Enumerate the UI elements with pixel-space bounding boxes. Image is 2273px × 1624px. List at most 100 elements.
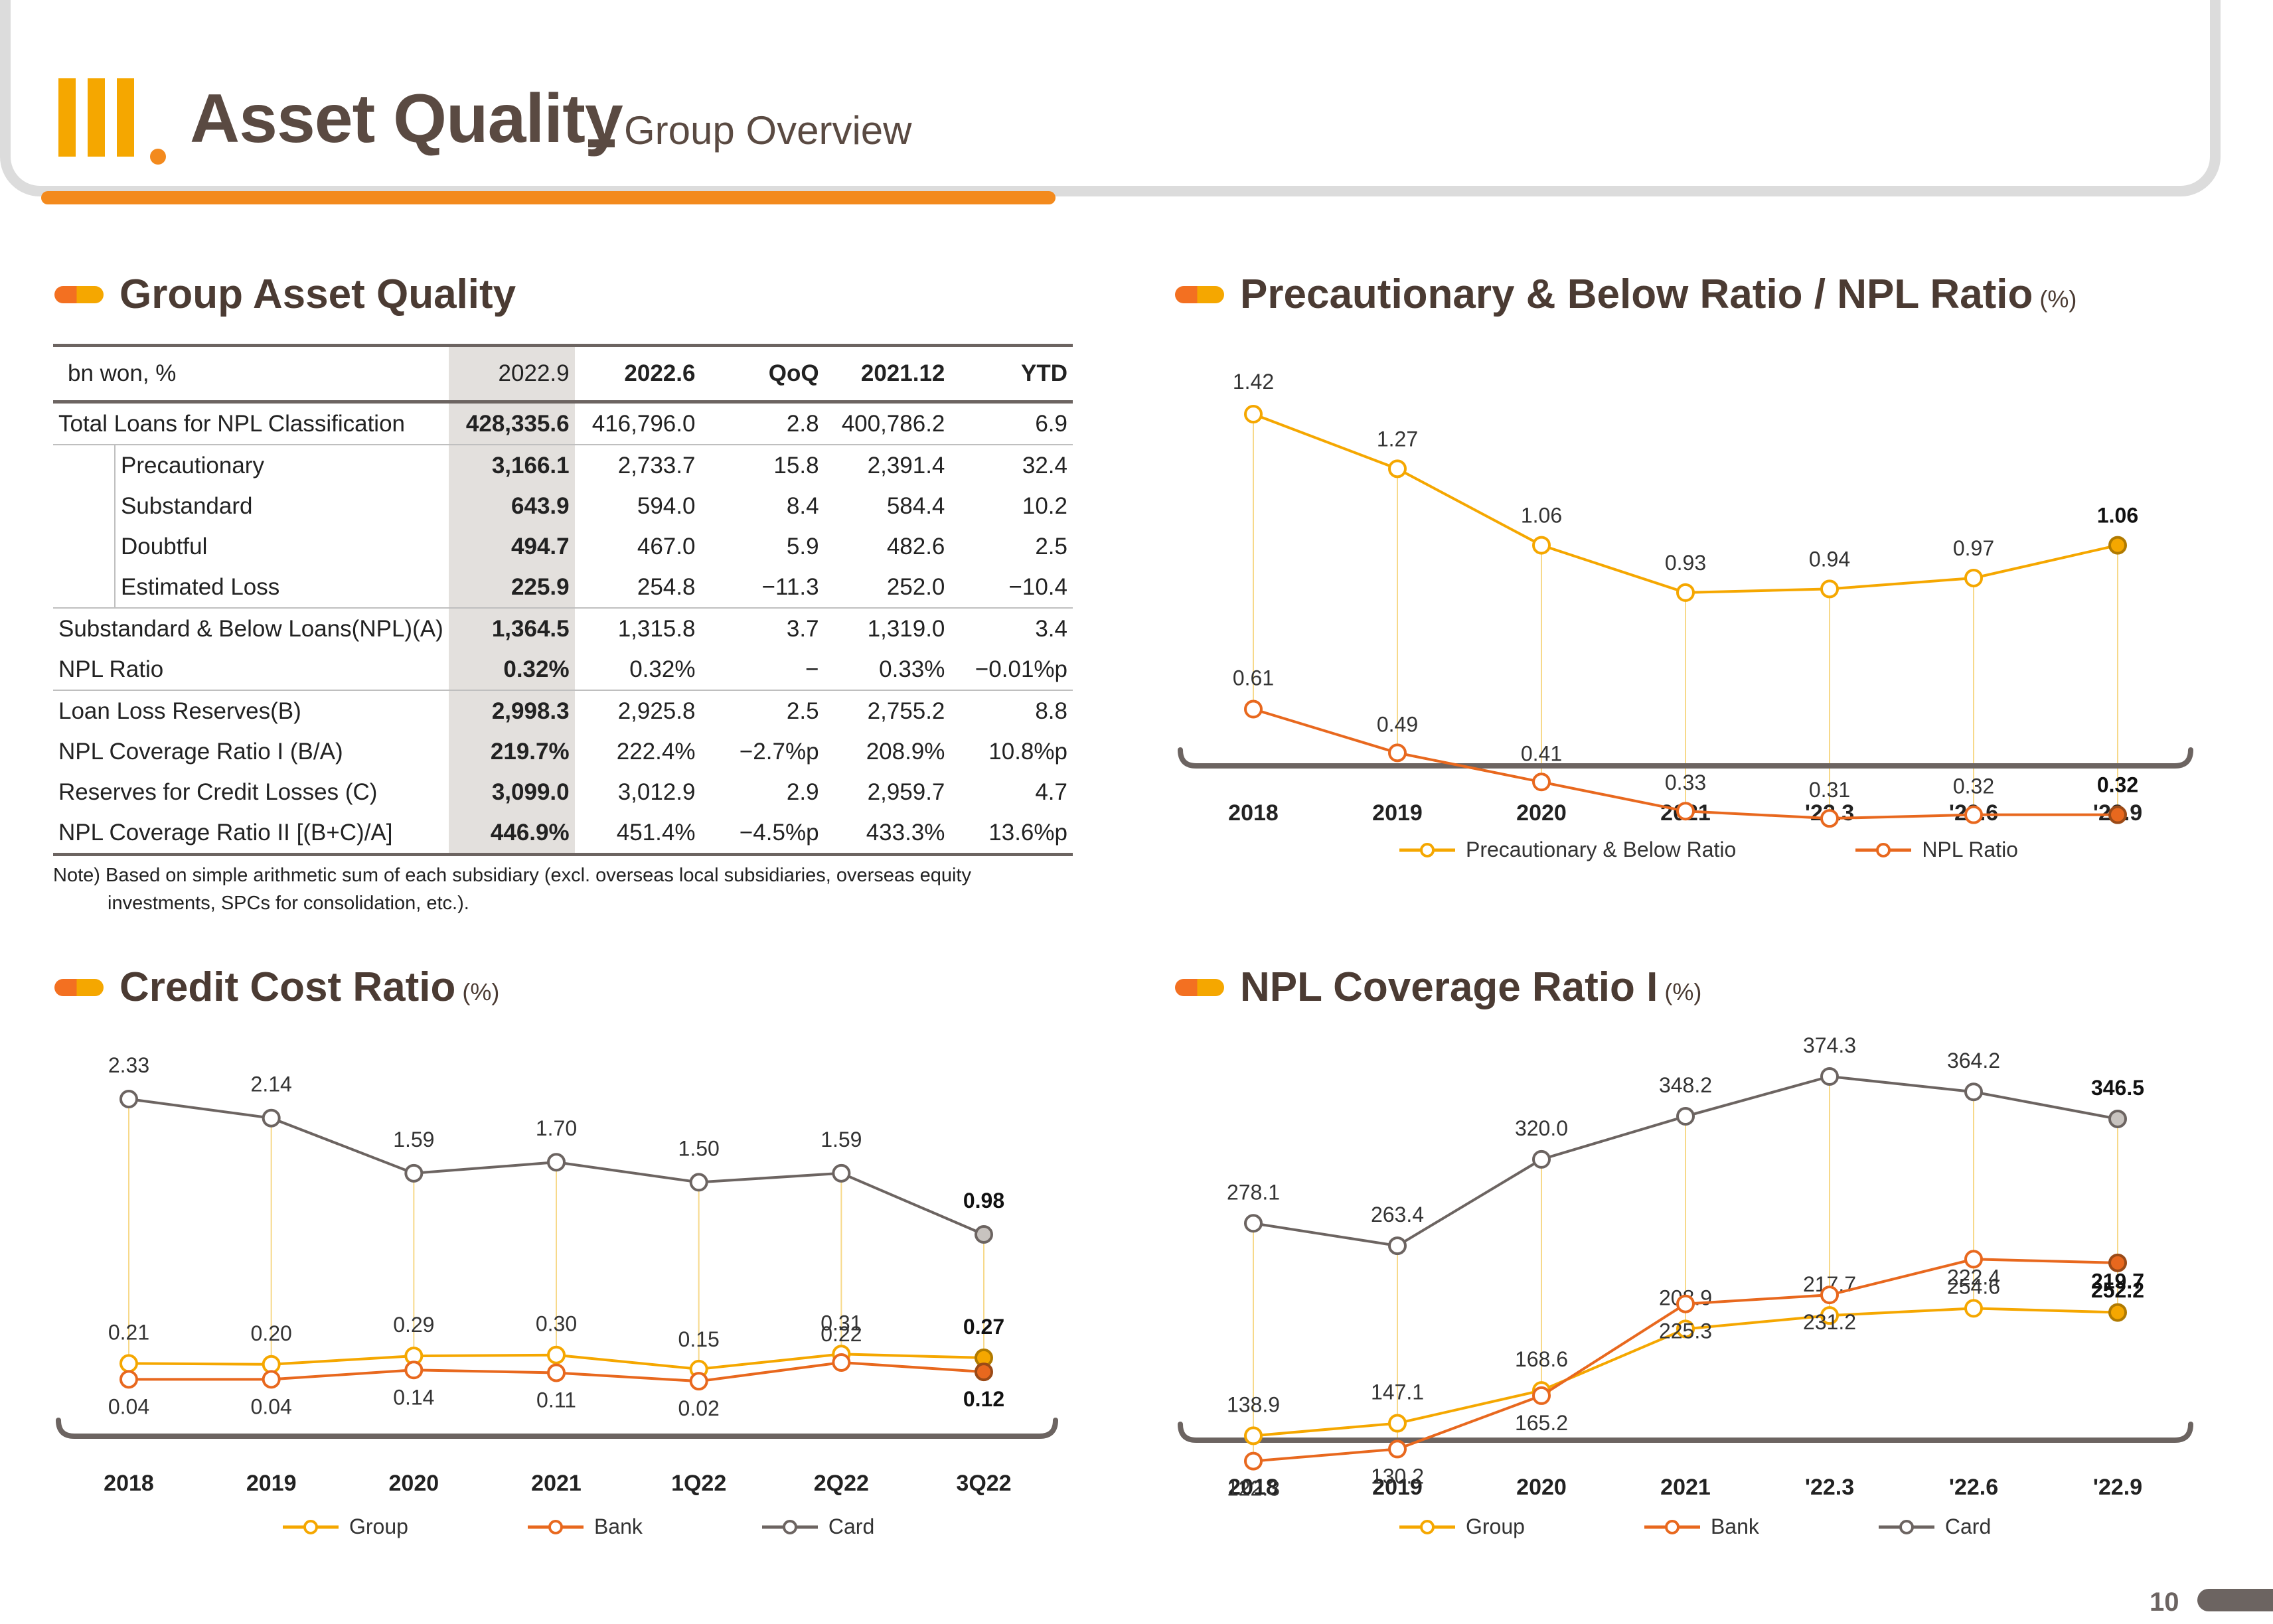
header-cell: 2021.12 bbox=[824, 344, 951, 404]
table-cell: 2.8 bbox=[786, 410, 819, 437]
table-cell: 252.0 bbox=[886, 573, 945, 600]
x-tick-label: 2018 bbox=[1228, 800, 1279, 826]
table-cell: 8.4 bbox=[786, 492, 819, 519]
section-pill-icon bbox=[54, 978, 104, 996]
table-cell: −4.5%p bbox=[700, 812, 824, 856]
coverage-chart: 2018 2019 2020 2021 '22.3 '22.6 '22.9 138.9 147.… bbox=[1178, 1033, 2193, 1501]
section-pill-icon bbox=[54, 285, 104, 303]
table-row: Estimated Loss 225.9 254.8 −11.3 252.0 −10.4 bbox=[53, 567, 1073, 608]
data-label: 138.9 bbox=[1227, 1392, 1280, 1416]
table-cell: 2.9 bbox=[786, 778, 819, 805]
data-point bbox=[1244, 1426, 1263, 1445]
row-label: Loan Loss Reserves(B) bbox=[53, 690, 449, 731]
table-cell: 594.0 bbox=[637, 492, 696, 519]
table-cell: −0.01%p bbox=[975, 656, 1067, 682]
data-point bbox=[1244, 1451, 1263, 1471]
table-body: Total Loans for NPL Classification 428,33… bbox=[53, 402, 1073, 856]
section-header-precautionary: Precautionary & Below Ratio / NPL Ratio … bbox=[1175, 271, 2077, 318]
legend-item: Card bbox=[761, 1514, 874, 1539]
data-label: 0.32 bbox=[2097, 773, 2138, 797]
table-cell: 446.9% bbox=[448, 812, 575, 856]
data-point bbox=[1244, 1214, 1263, 1233]
legend-marker-icon bbox=[1399, 1519, 1455, 1534]
table-row: Loan Loss Reserves(B) 2,998.3 2,925.8 2.5 2,… bbox=[53, 690, 1073, 731]
data-point bbox=[547, 1153, 566, 1172]
data-point bbox=[1676, 1107, 1695, 1126]
legend-dot bbox=[303, 1519, 318, 1534]
header-cell: 2022.9 bbox=[448, 344, 575, 404]
data-point bbox=[1820, 1306, 1839, 1325]
legend-marker-icon bbox=[283, 1519, 339, 1534]
note-line: Note) Based on simple arithmetic sum of … bbox=[53, 865, 971, 886]
data-label: 0.97 bbox=[1953, 536, 1994, 560]
table-cell: −10.4 bbox=[1008, 573, 1067, 600]
data-label: 348.2 bbox=[1659, 1073, 1712, 1097]
section-title: NPL Coverage Ratio I bbox=[1240, 964, 1658, 1010]
data-label: 231.2 bbox=[1803, 1310, 1856, 1334]
section-header-asset-quality: Group Asset Quality bbox=[54, 271, 516, 318]
table-cell: 4.7 bbox=[1035, 778, 1067, 805]
row-label: Estimated Loss bbox=[53, 567, 449, 608]
data-label: 364.2 bbox=[1947, 1049, 2000, 1072]
data-label: 0.12 bbox=[963, 1387, 1004, 1411]
table-cell: 494.7 bbox=[448, 526, 575, 567]
data-label: 0.14 bbox=[393, 1385, 434, 1409]
table-row: Reserves for Credit Losses (C) 3,099.0 3,0… bbox=[53, 772, 1073, 812]
table-cell: 8.8 bbox=[950, 690, 1073, 731]
row-label: NPL Ratio bbox=[58, 656, 164, 682]
data-point bbox=[2108, 536, 2127, 555]
credit-cost-legend: Group Bank Card bbox=[283, 1514, 994, 1539]
legend-marker-icon bbox=[1644, 1519, 1700, 1534]
table-cell: 3,166.1 bbox=[448, 444, 575, 486]
page-subtitle: Group Overview bbox=[624, 108, 912, 153]
legend-marker-icon bbox=[1878, 1519, 1934, 1534]
data-label: 1.42 bbox=[1233, 370, 1274, 394]
x-tick-label: 2020 bbox=[1516, 800, 1567, 826]
table-cell: 3,012.9 bbox=[617, 778, 696, 805]
x-tick-label: 2021 bbox=[1660, 1475, 1711, 1500]
data-label: 0.27 bbox=[963, 1315, 1004, 1339]
data-point bbox=[1820, 1286, 1839, 1305]
data-point bbox=[547, 1363, 566, 1382]
data-point bbox=[1388, 743, 1407, 763]
data-point bbox=[689, 1372, 708, 1391]
legend-dot bbox=[1420, 1519, 1435, 1534]
table-row: Precautionary 3,166.1 2,733.7 15.8 2,391.4 32… bbox=[53, 444, 1073, 486]
data-label: 0.04 bbox=[108, 1394, 149, 1418]
x-tick-label: 2019 bbox=[1372, 800, 1423, 826]
data-label: 2.33 bbox=[108, 1053, 149, 1077]
section-title: Precautionary & Below Ratio / NPL Ratio bbox=[1240, 271, 2033, 317]
header-cell: YTD bbox=[950, 344, 1073, 404]
table-note: Note) Based on simple arithmetic sum of … bbox=[53, 861, 1062, 917]
data-label: 278.1 bbox=[1227, 1180, 1280, 1204]
table-cell: 584.4 bbox=[886, 492, 945, 519]
precautionary-legend: Precautionary & Below Ratio NPL Ratio bbox=[1399, 838, 2138, 862]
data-point bbox=[1676, 1319, 1695, 1339]
x-axis-bracket bbox=[1178, 747, 2193, 769]
table-cell: 208.9% bbox=[866, 738, 945, 765]
table-row: NPL Ratio 0.32% 0.32% − 0.33% −0.01%p bbox=[53, 649, 1073, 690]
data-point bbox=[832, 1163, 851, 1183]
data-point bbox=[1964, 568, 1983, 587]
data-label: 0.94 bbox=[1809, 547, 1850, 571]
data-label: 168.6 bbox=[1515, 1347, 1568, 1371]
data-point bbox=[1388, 1439, 1407, 1459]
legend-marker-icon bbox=[1399, 842, 1455, 857]
data-label: 222.4 bbox=[1947, 1265, 2000, 1289]
table-cell: 15.8 bbox=[700, 444, 824, 486]
data-point bbox=[1676, 583, 1695, 602]
legend-label: Group bbox=[1466, 1514, 1525, 1538]
table-cell: 13.6%p bbox=[950, 812, 1073, 856]
page-title: Asset Quality bbox=[190, 80, 623, 157]
data-label: 1.06 bbox=[1521, 504, 1562, 528]
row-label: Substandard & Below Loans(NPL)(A) bbox=[53, 607, 449, 649]
table-cell: 6.9 bbox=[1035, 410, 1067, 437]
table-cell: −2.7%p bbox=[739, 738, 819, 765]
data-label: 374.3 bbox=[1803, 1033, 1856, 1057]
data-point bbox=[1244, 700, 1263, 719]
table-cell: 2,998.3 bbox=[448, 690, 575, 731]
x-tick-label: 2021 bbox=[531, 1471, 582, 1496]
data-point bbox=[2108, 1303, 2127, 1322]
data-label: 254.6 bbox=[1947, 1274, 2000, 1298]
table-cell: 10.8%p bbox=[988, 738, 1067, 765]
